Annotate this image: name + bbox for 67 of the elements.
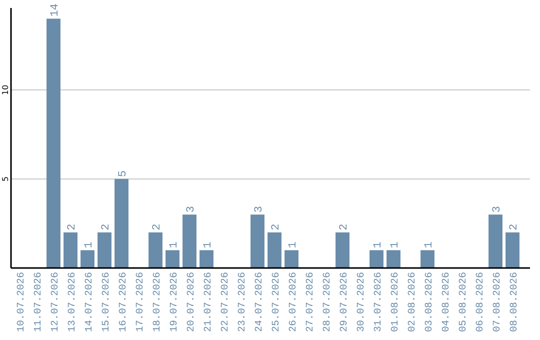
x-tick-label: 28.07.2026 xyxy=(322,272,334,332)
bar xyxy=(386,250,400,268)
data-label: 2 xyxy=(508,224,520,230)
x-tick-label: 17.07.2026 xyxy=(136,272,146,332)
x-tick-label: 07.08.2026 xyxy=(492,272,504,332)
data-label: 3 xyxy=(186,206,198,213)
y-tick-label: 10 xyxy=(1,84,10,96)
x-tick-label: 01.08.2026 xyxy=(390,272,402,332)
data-label: 5 xyxy=(118,170,130,177)
bar xyxy=(250,214,264,268)
data-label: 2 xyxy=(270,224,282,230)
bar xyxy=(336,232,350,268)
bar xyxy=(488,214,502,268)
x-tick-label: 10.07.2026 xyxy=(16,272,28,332)
data-label: 1 xyxy=(202,241,214,248)
x-tick-label: 12.07.2026 xyxy=(50,272,62,332)
data-label: 3 xyxy=(492,206,504,213)
bar xyxy=(200,250,214,268)
bar xyxy=(370,250,384,268)
x-tick-label: 05.08.2026 xyxy=(458,272,470,332)
x-tick-label: 14.07.2026 xyxy=(84,272,96,332)
bar xyxy=(506,232,520,268)
x-tick-label: 23.07.2026 xyxy=(238,272,248,332)
x-tick-label: 24.07.2026 xyxy=(254,272,266,332)
x-tick-label: 26.07.2026 xyxy=(288,272,300,332)
x-tick-label: 21.07.2026 xyxy=(204,272,214,332)
bar xyxy=(284,250,298,268)
x-tick-label: 04.08.2026 xyxy=(442,272,452,332)
data-label: 2 xyxy=(338,224,350,230)
x-tick-label: 15.07.2026 xyxy=(102,272,112,332)
x-tick-label: 29.07.2026 xyxy=(340,272,350,332)
data-label: 1 xyxy=(84,241,96,248)
bar xyxy=(148,232,162,268)
data-label: 3 xyxy=(254,206,266,213)
bar xyxy=(420,250,434,268)
bar xyxy=(64,232,78,268)
data-label: 14 xyxy=(50,3,62,17)
x-tick-label: 08.08.2026 xyxy=(510,272,520,332)
data-label: 2 xyxy=(152,224,164,230)
bar xyxy=(166,250,180,268)
bar xyxy=(46,18,60,268)
x-tick-label: 02.08.2026 xyxy=(408,272,418,332)
data-label: 2 xyxy=(100,224,112,230)
x-tick-label: 19.07.2026 xyxy=(170,272,180,332)
data-label: 1 xyxy=(168,241,180,248)
bar xyxy=(98,232,112,268)
data-label: 1 xyxy=(424,241,436,248)
bar xyxy=(182,214,196,268)
data-label: 2 xyxy=(66,224,78,230)
x-tick-label: 11.07.2026 xyxy=(34,272,44,332)
data-label: 1 xyxy=(390,241,402,248)
x-tick-label: 16.07.2026 xyxy=(118,272,130,332)
bar xyxy=(268,232,282,268)
data-label: 1 xyxy=(372,241,384,248)
bar xyxy=(80,250,94,268)
x-tick-label: 22.07.2026 xyxy=(220,272,232,332)
x-tick-label: 06.08.2026 xyxy=(476,272,486,332)
x-tick-label: 18.07.2026 xyxy=(152,272,164,332)
x-tick-label: 31.07.2026 xyxy=(374,272,384,332)
x-tick-label: 27.07.2026 xyxy=(306,272,316,332)
x-tick-label: 20.07.2026 xyxy=(186,272,198,332)
x-tick-label: 30.07.2026 xyxy=(356,272,368,332)
x-tick-label: 25.07.2026 xyxy=(272,272,282,332)
x-tick-label: 03.08.2026 xyxy=(424,272,436,332)
bar xyxy=(114,178,128,268)
data-label: 1 xyxy=(288,241,300,248)
x-tick-label: 13.07.2026 xyxy=(68,272,78,332)
